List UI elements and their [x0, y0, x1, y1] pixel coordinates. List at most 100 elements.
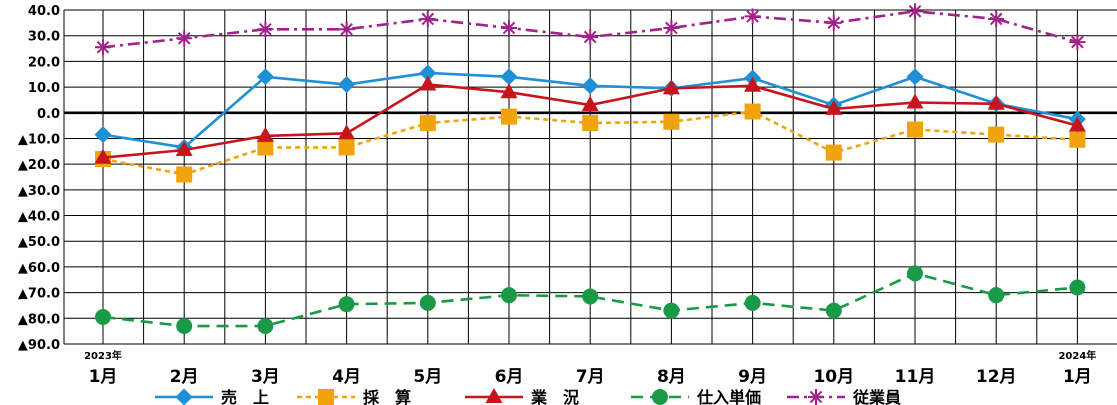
x-tick-label: 6月: [495, 367, 524, 387]
data-point: [500, 68, 518, 86]
y-tick-label: ▲20.0: [18, 158, 60, 173]
x-tick-label: 9月: [738, 367, 767, 387]
data-point: [825, 302, 842, 319]
data-point: [988, 10, 1005, 27]
legend-label: 仕入単価: [696, 388, 761, 405]
x-tick-label: 2月: [170, 367, 199, 387]
legend: 売 上 採 算 業 況 仕入単価 従業員: [155, 388, 901, 405]
data-point: [419, 64, 437, 82]
data-point: [1069, 279, 1086, 296]
data-point: [906, 68, 924, 86]
x-tick-label: 8月: [657, 367, 686, 387]
data-point: [419, 75, 437, 91]
data-point: [662, 79, 680, 95]
data-point: [256, 68, 274, 86]
x-tick-label: 10月: [813, 367, 854, 387]
data-point: [338, 21, 355, 38]
data-point: [485, 388, 503, 403]
y-tick-label: ▲10.0: [18, 132, 60, 147]
x-tick-label: 1月: [1063, 367, 1092, 387]
y-tick-label: 30.0: [28, 30, 60, 45]
data-point: [988, 126, 1005, 143]
data-point: [176, 318, 193, 335]
y-tick-label: 40.0: [28, 4, 60, 19]
data-point: [256, 126, 274, 142]
data-point: [663, 302, 680, 319]
x-tick-label: 3月: [251, 367, 280, 387]
legend-label: 業 況: [530, 388, 579, 405]
data-point: [176, 30, 193, 47]
data-point: [906, 93, 924, 109]
data-point: [582, 28, 599, 45]
data-point: [582, 288, 599, 305]
legend-item: 仕入単価: [631, 388, 761, 405]
data-point: [94, 148, 112, 164]
y-tick-label: ▲60.0: [18, 261, 60, 276]
x-axis-month-labels: 1月 2月 3月 4月 5月 6月 7月 8月 9月 10月 11月 12月 1月 2023年 2024年: [84, 349, 1096, 387]
data-point: [652, 389, 668, 405]
y-axis-tick-labels: 40.0 30.0 20.0 10.0 0.0 ▲10.0 ▲20.0 ▲30.0 ▲40.0 ▲…: [18, 4, 60, 353]
data-point: [338, 296, 355, 313]
data-point: [744, 8, 761, 25]
data-point: [808, 389, 824, 405]
grid-lines: [63, 9, 1117, 345]
data-point: [825, 14, 842, 31]
data-point: [500, 83, 518, 99]
data-point: [1069, 34, 1086, 51]
series-lines: [94, 3, 1086, 335]
data-point: [419, 10, 436, 27]
data-point: [987, 94, 1005, 110]
data-point: [825, 99, 843, 115]
data-point: [95, 309, 111, 326]
y-tick-label: ▲70.0: [18, 287, 60, 302]
data-point: [175, 388, 193, 405]
y-tick-label: 20.0: [28, 55, 60, 70]
legend-label: 採 算: [363, 388, 411, 405]
y-tick-label: ▲90.0: [18, 338, 60, 353]
y-tick-label: ▲40.0: [18, 210, 60, 225]
data-point: [582, 115, 599, 132]
y-tick-label: ▲50.0: [18, 235, 60, 250]
data-point: [744, 76, 762, 92]
data-point: [1069, 131, 1086, 148]
data-point: [318, 389, 334, 405]
data-point: [744, 294, 761, 311]
data-point: [501, 287, 517, 304]
legend-label: 売 上: [221, 388, 269, 405]
y-tick-label: 10.0: [28, 81, 60, 96]
y-tick-label: ▲30.0: [18, 184, 60, 199]
year-note: 2023年: [84, 349, 122, 362]
data-point: [257, 139, 274, 156]
year-note: 2024年: [1058, 349, 1096, 362]
data-point: [825, 144, 842, 161]
legend-item: 従業員: [787, 388, 901, 405]
data-point: [1068, 116, 1086, 132]
data-point: [419, 115, 436, 132]
x-tick-label: 4月: [332, 367, 361, 387]
data-point: [257, 21, 274, 38]
data-point: [338, 124, 356, 140]
legend-item: 売 上: [155, 388, 269, 405]
x-tick-label: 12月: [976, 367, 1017, 387]
data-point: [988, 287, 1005, 304]
data-point: [501, 19, 517, 36]
y-tick-label: ▲80.0: [18, 312, 60, 327]
data-point: [663, 113, 680, 130]
data-point: [744, 103, 761, 120]
data-point: [907, 265, 923, 282]
x-tick-label: 1月: [89, 367, 118, 387]
data-point: [257, 318, 274, 335]
data-point: [176, 166, 193, 183]
data-point: [501, 108, 517, 125]
data-point: [338, 139, 355, 156]
data-point: [175, 141, 193, 157]
data-point: [338, 76, 356, 94]
data-point: [581, 96, 599, 112]
legend-item: 業 況: [465, 388, 579, 405]
x-tick-label: 11月: [895, 367, 936, 387]
series: [95, 3, 1086, 56]
series: [94, 75, 1086, 164]
legend-item: 採 算: [297, 388, 411, 405]
x-tick-label: 5月: [413, 367, 442, 387]
data-point: [95, 39, 111, 56]
